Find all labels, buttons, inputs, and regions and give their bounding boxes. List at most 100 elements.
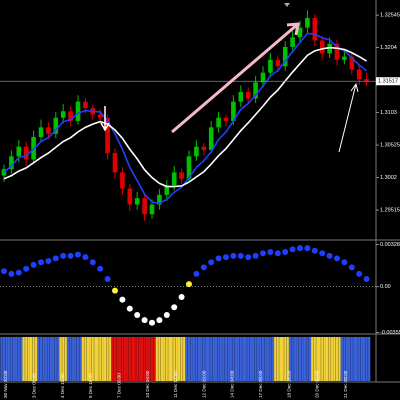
oscillator-dot xyxy=(1,268,7,275)
oscillator-dot xyxy=(289,246,296,253)
oscillator-dot xyxy=(304,245,311,252)
signal-bar xyxy=(22,337,30,381)
signal-bar xyxy=(266,337,275,381)
x-tick-label: 5 Dec 16:00 xyxy=(88,373,93,398)
candle-body xyxy=(83,101,88,109)
oscillator-dot xyxy=(45,258,52,264)
signal-bar xyxy=(192,337,201,381)
signal-bar xyxy=(59,337,67,381)
annotation-arrow xyxy=(100,106,110,132)
candle-body xyxy=(305,18,310,28)
oscillator-dot xyxy=(89,259,96,266)
last-price-box xyxy=(376,77,400,86)
signal-bar xyxy=(274,337,282,381)
y-tick-label: 0.00 xyxy=(380,284,391,290)
oscillator-dot xyxy=(30,261,37,268)
signal-bar xyxy=(170,337,178,381)
candle-body xyxy=(231,101,236,121)
signal-bar xyxy=(229,337,238,381)
y-tick-label: 1.3002 xyxy=(380,175,397,181)
candle-body xyxy=(164,185,170,195)
x-tick-label: 3 Dec 08:00 xyxy=(32,373,37,398)
candle-body xyxy=(9,156,14,170)
candle-body xyxy=(208,127,214,150)
candle-body xyxy=(290,37,295,47)
candle-body xyxy=(149,204,155,215)
signal-bar xyxy=(66,337,75,381)
x-tick-label: 4 Dec 16:00 xyxy=(60,373,65,398)
candle-body xyxy=(245,91,251,99)
oscillator-dot xyxy=(274,250,281,257)
last-price-label: 1.31517 xyxy=(378,79,398,85)
oscillator-dot xyxy=(60,252,67,259)
candle-body xyxy=(97,114,103,118)
oscillator-dot xyxy=(97,265,104,272)
signal-bar xyxy=(133,337,141,381)
y-tick-label: -0.003559 xyxy=(380,330,400,336)
signal-bar xyxy=(74,337,82,381)
signal-bar xyxy=(259,337,267,381)
oscillator-dot xyxy=(223,254,229,261)
signal-bar xyxy=(281,337,289,381)
oscillator-dot xyxy=(341,259,348,266)
candle-body xyxy=(260,72,266,83)
oscillator-dot xyxy=(230,252,237,259)
candle-body xyxy=(297,27,303,38)
oscillator-dot xyxy=(363,276,370,282)
oscillator-dot xyxy=(245,254,252,261)
candle-body xyxy=(68,111,73,121)
x-tick-label: 20 Dec 00:00 xyxy=(315,370,320,398)
oscillator-dot xyxy=(134,312,141,318)
signal-bar xyxy=(0,337,8,381)
signal-bar xyxy=(118,337,127,381)
candle-body xyxy=(60,111,66,118)
signal-bar xyxy=(311,337,319,381)
oscillator-dot xyxy=(311,247,318,254)
candle-body xyxy=(112,153,118,173)
signal-bar xyxy=(103,337,112,381)
oscillator-dot xyxy=(8,270,15,277)
candle-body xyxy=(282,46,288,67)
signal-bar xyxy=(177,337,186,381)
candle-body xyxy=(38,127,44,138)
x-tick-label: 17 Dec 08:00 xyxy=(258,370,263,398)
candle-body xyxy=(105,117,110,154)
oscillator-dot xyxy=(15,269,22,276)
signal-bar xyxy=(333,337,341,381)
candle-body xyxy=(349,56,355,70)
oscillator-dot xyxy=(119,296,126,303)
signal-bar xyxy=(355,337,363,381)
oscillator-dot xyxy=(163,312,170,318)
candle-body xyxy=(46,127,51,134)
x-tick-label: 30 Nov 20:00 xyxy=(3,370,8,398)
signal-bar xyxy=(111,337,119,381)
signal-bar xyxy=(15,337,23,381)
candle-body xyxy=(334,43,340,60)
annotation-arrow xyxy=(171,22,300,134)
signal-bar xyxy=(325,337,334,381)
oscillator-dot xyxy=(149,319,155,326)
candle-body xyxy=(157,194,162,205)
candle-body xyxy=(120,172,125,189)
oscillator-dot xyxy=(178,294,185,300)
x-tick-label: 12 Dec 20:00 xyxy=(201,370,206,398)
y-tick-label: 1.3204 xyxy=(380,45,397,51)
signal-bar xyxy=(207,337,215,381)
x-tick-label: 7 Dec 00:00 xyxy=(116,373,121,398)
signal-bar xyxy=(222,337,230,381)
candle-body xyxy=(142,198,147,215)
candle-body xyxy=(275,59,281,67)
candle-body xyxy=(23,146,29,160)
oscillator-dot xyxy=(215,255,222,262)
x-tick-label: 14 Dec 04:00 xyxy=(230,370,235,398)
y-tick-label: 1.29515 xyxy=(380,207,400,213)
oscillator-dot xyxy=(67,252,74,259)
oscillator-dot xyxy=(252,252,259,259)
signal-bar xyxy=(126,337,134,381)
oscillator-dot xyxy=(171,304,178,311)
candle-body xyxy=(75,101,81,121)
signal-bar xyxy=(163,337,171,381)
signal-bar xyxy=(244,337,252,381)
candle-body xyxy=(319,40,325,54)
signal-bar xyxy=(237,337,245,381)
